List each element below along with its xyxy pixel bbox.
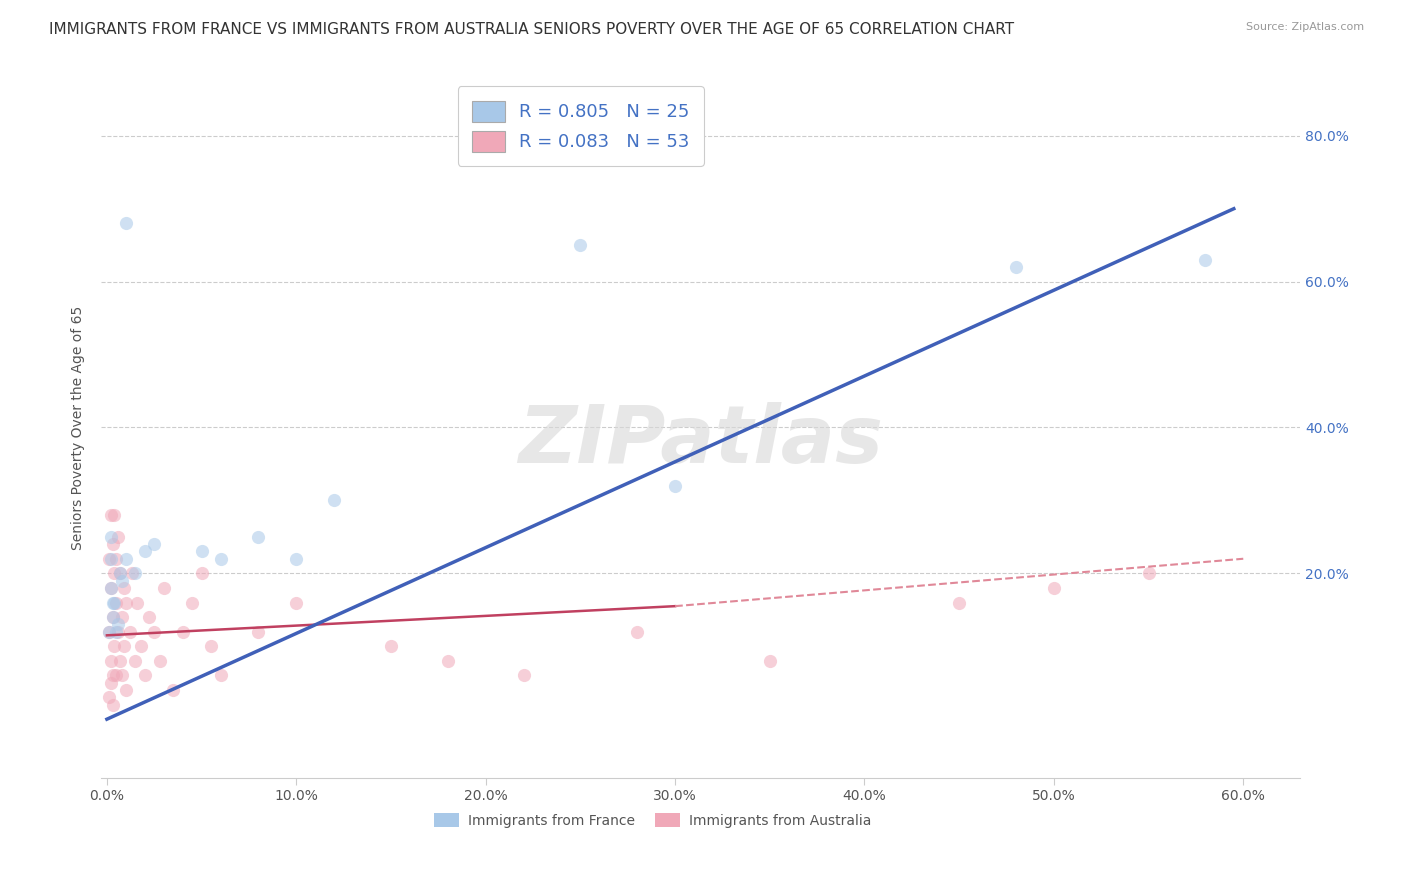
Point (100, 581, 122, 595)
Point (664, 479, 686, 493)
Point (111, 668, 134, 682)
Point (112, 581, 135, 595)
Point (512, 668, 534, 682)
Text: Source: ZipAtlas.com: Source: ZipAtlas.com (1246, 22, 1364, 32)
Point (209, 668, 232, 682)
Point (97, 690, 120, 705)
Point (107, 617, 129, 632)
Point (101, 668, 124, 682)
Point (124, 566, 146, 581)
Point (758, 654, 780, 668)
Point (152, 581, 174, 595)
Point (105, 624, 128, 639)
Text: ZIPatlas: ZIPatlas (519, 402, 883, 481)
Point (1137, 566, 1160, 581)
Point (114, 216, 136, 230)
Point (134, 668, 156, 682)
Point (209, 551, 232, 566)
Point (1043, 581, 1066, 595)
Point (108, 566, 131, 581)
Point (97, 624, 120, 639)
Point (323, 493, 346, 508)
Point (103, 508, 125, 522)
Point (436, 654, 458, 668)
Point (107, 624, 129, 639)
Point (1194, 252, 1216, 267)
Point (1005, 260, 1028, 274)
Point (124, 654, 146, 668)
Point (100, 530, 122, 544)
Point (247, 530, 270, 544)
Point (108, 566, 131, 581)
Point (103, 640, 125, 654)
Point (143, 537, 166, 551)
Point (105, 551, 128, 566)
Y-axis label: Seniors Poverty Over the Age of 65: Seniors Poverty Over the Age of 65 (72, 305, 86, 549)
Point (111, 574, 134, 588)
Point (285, 551, 308, 566)
Point (100, 551, 122, 566)
Point (162, 683, 184, 698)
Point (380, 640, 402, 654)
Point (103, 595, 125, 609)
Point (108, 654, 131, 668)
Point (97, 624, 120, 639)
Point (118, 624, 141, 639)
Point (149, 654, 172, 668)
Point (111, 610, 134, 624)
Point (101, 610, 124, 624)
Point (143, 624, 166, 639)
Point (114, 551, 136, 566)
Point (172, 624, 194, 639)
Point (190, 566, 212, 581)
Point (134, 544, 156, 558)
Point (181, 595, 204, 609)
Point (121, 566, 143, 581)
Point (129, 640, 152, 654)
Point (948, 595, 970, 609)
Point (100, 675, 122, 690)
Point (190, 544, 212, 558)
Point (103, 566, 125, 581)
Text: IMMIGRANTS FROM FRANCE VS IMMIGRANTS FROM AUSTRALIA SENIORS POVERTY OVER THE AGE: IMMIGRANTS FROM FRANCE VS IMMIGRANTS FRO… (49, 22, 1014, 37)
Point (200, 640, 222, 654)
Point (114, 595, 136, 609)
Point (100, 508, 122, 522)
Point (101, 610, 124, 624)
Point (107, 530, 129, 544)
Point (101, 537, 124, 551)
Point (105, 595, 128, 609)
Point (112, 640, 135, 654)
Point (569, 238, 592, 252)
Point (105, 668, 128, 682)
Point (285, 595, 308, 609)
Point (127, 595, 149, 609)
Point (100, 581, 122, 595)
Point (97, 551, 120, 566)
Legend: Immigrants from France, Immigrants from Australia: Immigrants from France, Immigrants from … (429, 807, 877, 834)
Point (100, 654, 122, 668)
Point (101, 595, 124, 609)
Point (626, 624, 648, 639)
Point (247, 624, 270, 639)
Point (138, 610, 160, 624)
Point (101, 698, 124, 712)
Point (114, 683, 136, 698)
